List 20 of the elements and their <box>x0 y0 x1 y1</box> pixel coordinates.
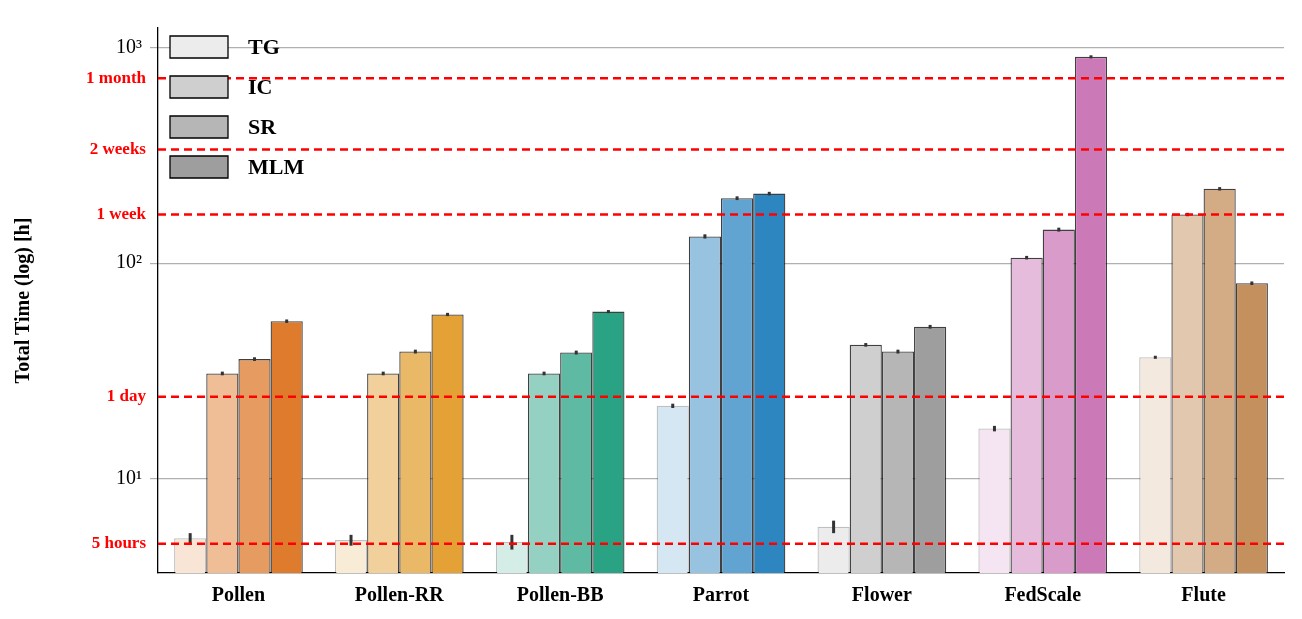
legend-label: MLM <box>248 153 305 179</box>
x-tick-label: Flower <box>851 583 912 606</box>
legend-label: TG <box>248 33 280 59</box>
y-tick-label: 10¹ <box>116 466 142 489</box>
x-tick-label: Pollen-RR <box>354 583 445 606</box>
ref-line-label: 2 weeks <box>89 138 147 158</box>
ref-line-label: 1 week <box>96 203 147 223</box>
x-tick-label: Flute <box>1181 583 1226 606</box>
y-tick-label: 10³ <box>116 34 142 57</box>
x-tick-label: Pollen <box>211 583 266 606</box>
y-axis-title: Total Time (log) [h] <box>11 217 35 384</box>
legend-label: IC <box>248 73 273 99</box>
ref-line-label: 1 day <box>106 386 147 406</box>
ref-line-label: 5 hours <box>91 533 147 553</box>
x-tick-label: FedScale <box>1004 583 1082 606</box>
x-tick-label: Pollen-BB <box>516 583 604 606</box>
legend-label: SR <box>248 113 278 139</box>
ref-line-label: 1 month <box>86 67 147 87</box>
x-tick-label: Parrot <box>692 583 750 606</box>
y-tick-label: 10² <box>116 250 142 273</box>
